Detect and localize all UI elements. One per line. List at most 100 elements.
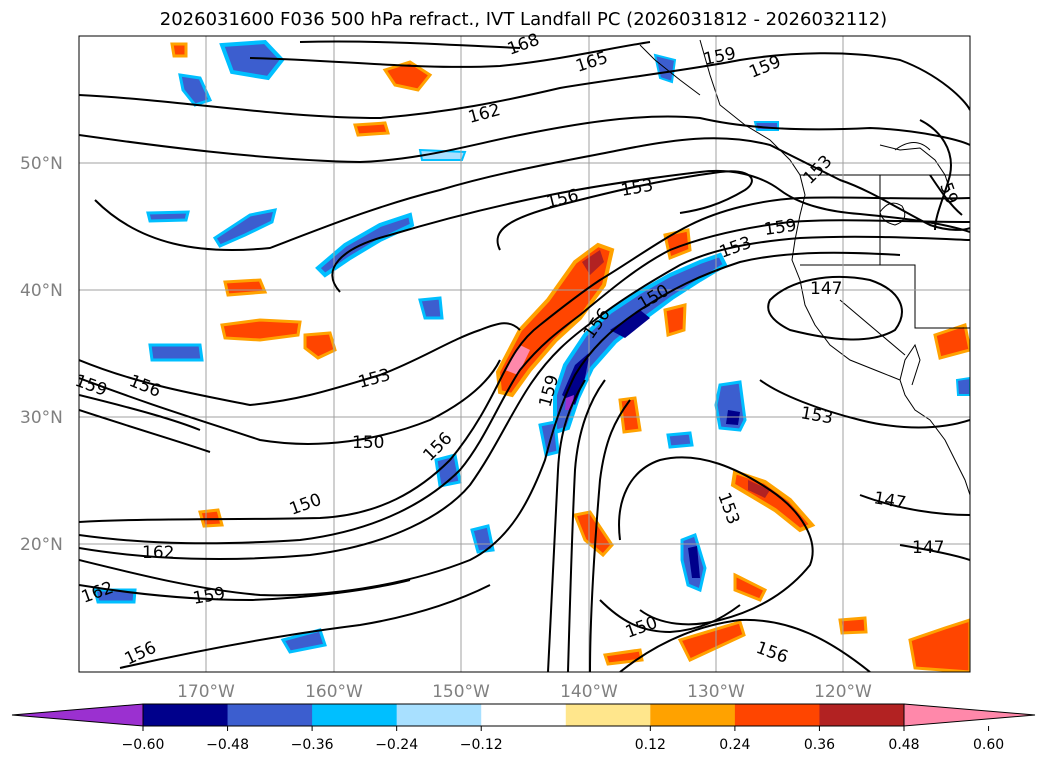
height-contour (79, 219, 970, 545)
lon-label: 130°W (687, 682, 745, 702)
contour-label: 150 (287, 490, 324, 520)
colorbar-tick-label: 0.24 (719, 737, 750, 753)
height-contour (79, 52, 970, 120)
border-path (839, 299, 906, 356)
height-contour (79, 251, 901, 597)
colorbar-segment (312, 704, 398, 726)
contour-label: 165 (573, 48, 610, 77)
positive-anomaly-region (677, 620, 746, 662)
positive-anomaly-region (303, 331, 337, 360)
positive-anomaly-region (663, 303, 687, 337)
contour-label: 159 (763, 216, 798, 240)
contour-label: 147 (810, 279, 842, 299)
contour-label: 147 (912, 538, 944, 558)
height-contour (79, 196, 970, 523)
positive-anomaly-core (582, 250, 604, 275)
border-path (800, 264, 970, 329)
colorbar-tick-label: −0.36 (291, 737, 334, 753)
contour-label: 162 (466, 100, 503, 128)
height-contour (79, 394, 201, 431)
height-contour (79, 579, 411, 602)
positive-anomaly-region (908, 618, 970, 672)
negative-anomaly-core (688, 546, 700, 578)
negative-anomaly-region (219, 39, 285, 81)
height-contour (589, 399, 631, 672)
contour-label: 153 (799, 403, 834, 428)
positive-anomaly-core (505, 345, 530, 375)
height-contour (331, 169, 970, 293)
height-contour (79, 322, 521, 407)
height-contour (567, 379, 606, 672)
colorbar-segment (481, 704, 567, 726)
colorbar-segment (143, 704, 229, 726)
height-contour (79, 115, 970, 164)
map-title: 2026031600 F036 500 hPa refract., IVT La… (159, 9, 888, 30)
height-contour (79, 409, 211, 453)
negative-anomaly-region (955, 376, 970, 396)
contour-label: 159 (702, 44, 738, 70)
colorbar-tick-label: 0.12 (635, 737, 666, 753)
colorbar-segment (227, 704, 313, 726)
contour-label: 153 (713, 490, 743, 527)
colorbar-extend-max (903, 703, 1036, 727)
lon-label: 150°W (432, 682, 490, 702)
negative-anomaly-core (562, 352, 590, 405)
negative-anomaly-region (418, 148, 467, 161)
colorbar-segment (565, 704, 651, 726)
height-contour (79, 235, 970, 561)
latitude-labels: 50°N 40°N 30°N 20°N (20, 154, 63, 555)
colorbar-extend-min (11, 703, 144, 727)
height-contour (619, 618, 871, 672)
contour-label: 153 (356, 365, 393, 393)
negative-anomaly-region (666, 431, 694, 449)
negative-anomaly-core (610, 310, 650, 338)
contour-label: 59 (935, 180, 961, 207)
positive-anomaly-region (618, 396, 642, 434)
positive-anomaly-region (572, 510, 614, 558)
colorbar-tick-label: −0.24 (375, 737, 418, 753)
lon-label: 140°W (560, 682, 618, 702)
height-contour (79, 359, 501, 445)
positive-anomaly-region (733, 572, 768, 602)
height-contour (919, 119, 952, 231)
contour-label: 153 (619, 176, 654, 201)
map-frame (78, 35, 971, 673)
contour-label: 159 (746, 52, 784, 83)
colorbar-tick-label: 0.36 (804, 737, 835, 753)
contour-label: 159 (72, 371, 109, 401)
contour-label: 162 (142, 543, 174, 563)
lon-label: 160°W (305, 682, 363, 702)
height-contour (859, 494, 970, 516)
height-contour (599, 599, 741, 634)
contour-label: 168 (505, 30, 542, 60)
colorbar-tick-label: −0.60 (122, 737, 165, 753)
positive-anomaly-region (495, 242, 615, 398)
height-contour (929, 174, 963, 216)
colorbar-segment (734, 704, 820, 726)
contour-label: 153 (799, 151, 836, 188)
contour-label: 156 (753, 638, 790, 668)
lat-label: 40°N (20, 281, 63, 301)
positive-anomaly-region (838, 616, 868, 635)
contour-label: 150 (623, 613, 660, 643)
height-contour-layer (79, 40, 970, 672)
coastline-path (699, 39, 970, 496)
positive-anomaly-region (933, 323, 970, 360)
contour-label: 159 (191, 584, 226, 609)
height-contour (299, 40, 521, 49)
height-contour (899, 544, 970, 561)
contour-label: 156 (122, 638, 160, 670)
colorbar-segment (396, 704, 482, 726)
colorbar-segment (650, 704, 736, 726)
positive-anomaly-region (198, 508, 224, 528)
coastline-path (894, 142, 931, 151)
contour-labels: 168 165 162 159 159 156 153 159 153 147 … (72, 30, 961, 670)
height-contour (759, 379, 970, 429)
coastline-layer (639, 39, 970, 496)
positive-anomaly-region (223, 278, 268, 297)
colorbar-tick-label: 0.60 (973, 737, 1004, 753)
coastline-path (639, 44, 701, 96)
positive-anomaly-region (353, 121, 390, 137)
height-contour (547, 379, 586, 672)
